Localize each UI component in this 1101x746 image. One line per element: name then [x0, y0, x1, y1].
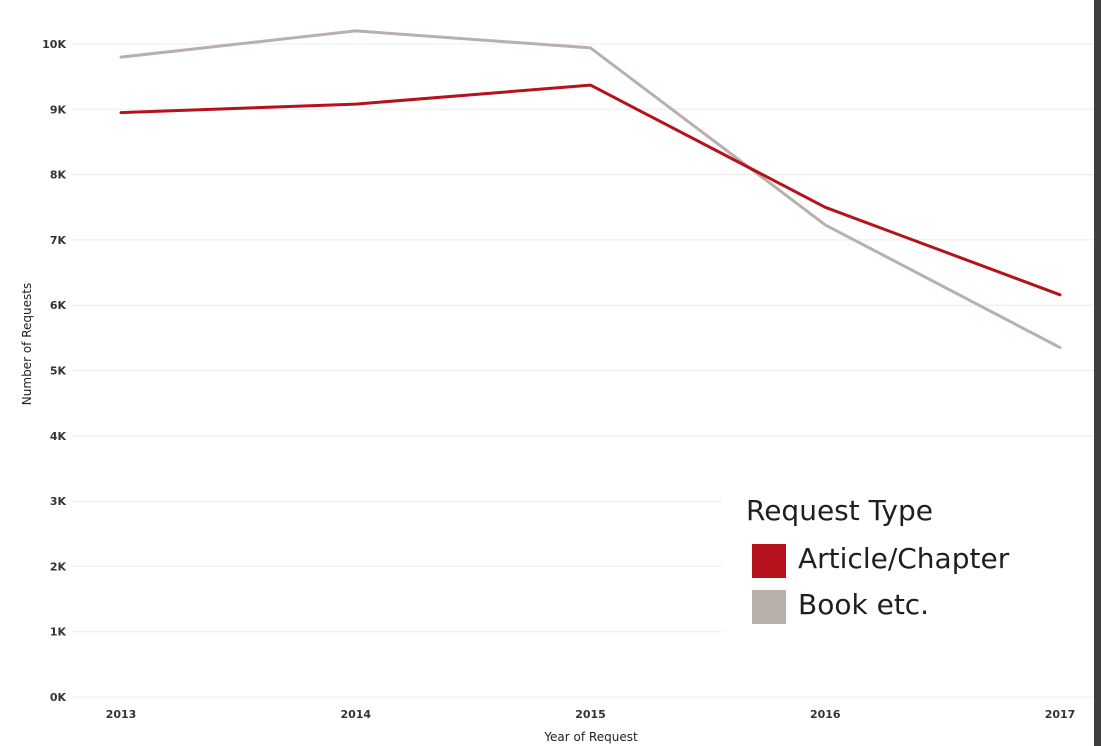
legend-label-book-etc: Book etc.	[798, 588, 930, 621]
y-tick-label: 5K	[50, 365, 67, 378]
series-line-book-etc[interactable]	[119, 29, 1062, 350]
y-tick-label: 10K	[42, 38, 66, 51]
y-tick-label: 9K	[50, 103, 67, 116]
series-line-article-chapter[interactable]	[119, 83, 1062, 297]
legend-swatch-article-chapter	[752, 544, 786, 578]
x-tick-label: 2014	[340, 708, 371, 721]
y-tick-label: 8K	[50, 169, 67, 182]
legend-swatch-book-etc	[752, 590, 786, 624]
y-tick-label: 0K	[50, 691, 67, 704]
y-tick-label: 2K	[50, 560, 67, 573]
y-tick-label: 1K	[50, 626, 67, 639]
legend-label-article-chapter: Article/Chapter	[798, 542, 1010, 575]
y-tick-label: 3K	[50, 495, 67, 508]
x-axis-ticks: 2013 2014 2015 2016 2017	[106, 708, 1076, 721]
x-tick-label: 2013	[106, 708, 137, 721]
y-axis-ticks: 0K 1K 2K 3K 4K 5K 6K 7K 8K 9K 10K	[42, 38, 66, 704]
y-tick-label: 7K	[50, 234, 67, 247]
x-axis-title: Year of Request	[543, 730, 638, 744]
legend-title: Request Type	[746, 494, 933, 527]
series-lines	[119, 29, 1062, 350]
y-tick-label: 6K	[50, 299, 67, 312]
legend: Request Type Article/Chapter Book etc.	[722, 486, 1094, 636]
x-tick-label: 2017	[1045, 708, 1076, 721]
y-tick-label: 4K	[50, 430, 67, 443]
x-tick-label: 2016	[810, 708, 841, 721]
y-axis-title: Number of Requests	[20, 283, 34, 405]
x-tick-label: 2015	[575, 708, 606, 721]
window-edge	[1094, 0, 1101, 746]
